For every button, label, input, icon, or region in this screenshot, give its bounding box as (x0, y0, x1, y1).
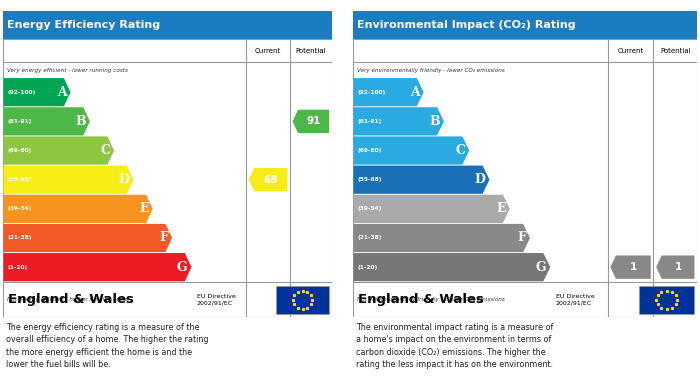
Text: (21-38): (21-38) (358, 235, 382, 240)
Text: (81-91): (81-91) (8, 119, 32, 124)
Text: Very environmentally friendly - lower CO₂ emissions: Very environmentally friendly - lower CO… (357, 68, 505, 73)
Text: Very energy efficient - lower running costs: Very energy efficient - lower running co… (7, 68, 127, 73)
Polygon shape (249, 168, 288, 191)
Text: Potential: Potential (660, 48, 691, 54)
Polygon shape (656, 255, 694, 279)
Text: E: E (496, 202, 505, 215)
Text: A: A (57, 86, 66, 99)
Bar (638, 286, 694, 314)
Text: G: G (177, 261, 188, 274)
Text: F: F (517, 231, 526, 244)
Text: B: B (76, 115, 86, 128)
Text: Energy Efficiency Rating: Energy Efficiency Rating (7, 20, 160, 30)
Text: Potential: Potential (295, 48, 326, 54)
Polygon shape (354, 224, 530, 252)
Text: (92-100): (92-100) (358, 90, 386, 95)
Text: G: G (536, 261, 546, 274)
Text: F: F (159, 231, 168, 244)
Text: 91: 91 (307, 117, 321, 126)
Text: England & Wales: England & Wales (8, 293, 134, 306)
Text: EU Directive
2002/91/EC: EU Directive 2002/91/EC (197, 294, 236, 305)
Text: B: B (429, 115, 440, 128)
Text: Not environmentally friendly - higher CO₂ emissions: Not environmentally friendly - higher CO… (357, 297, 505, 301)
Polygon shape (4, 253, 191, 281)
Text: 1: 1 (630, 262, 637, 272)
Text: EU Directive
2002/91/EC: EU Directive 2002/91/EC (556, 294, 595, 305)
Polygon shape (610, 255, 651, 279)
Polygon shape (4, 78, 71, 106)
Text: Environmental Impact (CO₂) Rating: Environmental Impact (CO₂) Rating (357, 20, 576, 30)
Text: (39-54): (39-54) (8, 206, 32, 212)
Text: (39-54): (39-54) (358, 206, 382, 212)
Text: (1-20): (1-20) (8, 265, 28, 270)
Text: The energy efficiency rating is a measure of the
overall efficiency of a home. T: The energy efficiency rating is a measur… (6, 323, 209, 369)
Text: (92-100): (92-100) (8, 90, 36, 95)
Polygon shape (354, 195, 510, 223)
Polygon shape (354, 107, 444, 135)
Text: 68: 68 (263, 175, 278, 185)
Text: (55-68): (55-68) (358, 177, 382, 182)
Text: (69-80): (69-80) (358, 148, 382, 153)
Text: Current: Current (617, 48, 644, 54)
Text: D: D (118, 173, 130, 186)
Text: E: E (139, 202, 149, 215)
Text: (55-68): (55-68) (8, 177, 32, 182)
Polygon shape (4, 165, 134, 194)
Text: England & Wales: England & Wales (358, 293, 484, 306)
Text: (1-20): (1-20) (358, 265, 378, 270)
Bar (353, 11, 697, 39)
Bar (3, 11, 332, 39)
Text: (21-38): (21-38) (8, 235, 32, 240)
Polygon shape (293, 110, 329, 133)
Polygon shape (354, 165, 489, 194)
Polygon shape (4, 136, 114, 165)
Text: (81-91): (81-91) (358, 119, 382, 124)
Text: Not energy efficient - higher running costs: Not energy efficient - higher running co… (7, 297, 127, 301)
Text: 1: 1 (675, 262, 682, 272)
Text: The environmental impact rating is a measure of
a home's impact on the environme: The environmental impact rating is a mea… (356, 323, 554, 369)
Text: Current: Current (255, 48, 281, 54)
Text: C: C (455, 144, 465, 157)
Text: (69-80): (69-80) (8, 148, 32, 153)
Polygon shape (354, 136, 469, 165)
Polygon shape (4, 224, 172, 252)
Polygon shape (354, 253, 550, 281)
Text: D: D (475, 173, 485, 186)
Polygon shape (4, 195, 153, 223)
Polygon shape (354, 78, 424, 106)
Polygon shape (4, 107, 90, 135)
Text: A: A (410, 86, 419, 99)
Bar (276, 286, 329, 314)
Text: C: C (100, 144, 110, 157)
